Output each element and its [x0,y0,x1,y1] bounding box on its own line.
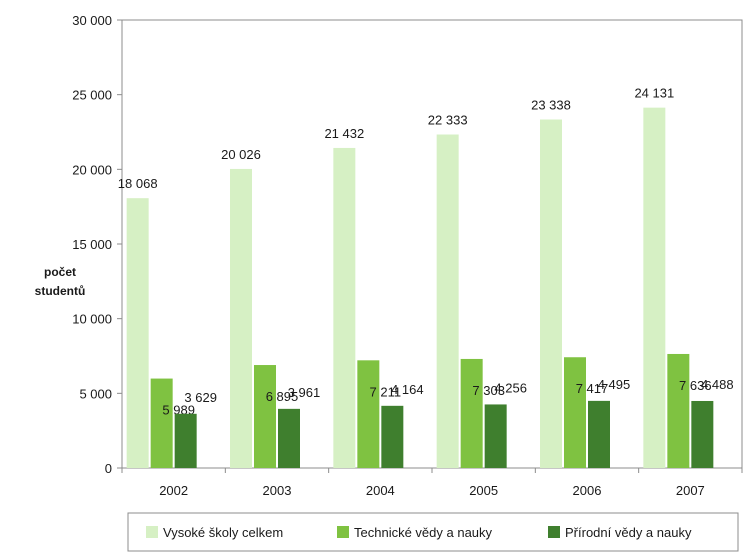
legend-label: Přírodní vědy a nauky [565,525,692,540]
data-label: 18 068 [118,176,158,191]
bar [460,358,483,468]
y-tick-label: 0 [105,461,112,476]
x-tick-label: 2002 [159,483,188,498]
y-axis-label-line-2: studentů [35,284,86,298]
y-tick-label: 5 000 [79,386,112,401]
bar [126,198,149,468]
data-label: 4 488 [701,377,734,392]
legend-swatch [337,526,349,538]
x-tick-label: 2004 [366,483,395,498]
y-axis-label-line-1: počet [44,265,76,279]
legend-swatch [548,526,560,538]
bar [588,400,610,468]
data-label: 4 164 [391,382,424,397]
y-tick-label: 25 000 [72,88,112,103]
data-label: 20 026 [221,147,261,162]
bar [564,357,586,468]
x-tick-label: 2003 [263,483,292,498]
legend-swatch [146,526,158,538]
legend-box [127,512,739,552]
bar [278,408,300,468]
bar [254,365,276,468]
x-tick-label: 2007 [676,483,705,498]
bar [381,405,404,468]
data-label: 7 303 [472,383,505,398]
bar [667,353,690,468]
legend: Vysoké školy celkem Technické vědy a nauk… [127,512,739,552]
data-label: 24 131 [634,86,674,101]
x-tick-label: 2005 [469,483,498,498]
data-label: 7 636 [679,378,712,393]
data-label: 23 338 [531,97,571,112]
y-tick-label: 30 000 [72,13,112,28]
y-tick-label: 15 000 [72,237,112,252]
data-label: 3 961 [288,385,321,400]
bar [357,360,380,468]
data-label: 7 211 [370,384,402,399]
bar [150,378,173,468]
data-label: 7 417 [576,381,609,396]
bar [436,134,459,468]
bar [540,119,562,468]
bar [333,147,356,469]
bar [484,404,507,468]
plot-area: 0 5 000 10 000 15 000 20 000 25 000 30 000 2002… [72,13,743,498]
legend-label: Vysoké školy celkem [163,525,283,540]
bar [643,107,666,468]
bar [230,168,252,468]
bar [174,413,197,468]
data-label: 4 495 [598,377,631,392]
data-label: 4 256 [494,380,527,395]
legend-label: Technické vědy a nauky [354,525,493,540]
y-tick-label: 20 000 [72,162,112,177]
bar [691,400,714,468]
y-tick-label: 10 000 [72,312,112,327]
data-label: 21 432 [324,126,364,141]
data-label: 3 629 [184,390,217,405]
x-tick-label: 2006 [573,483,602,498]
data-label: 22 333 [428,112,468,127]
data-label: 6 895 [266,389,299,404]
